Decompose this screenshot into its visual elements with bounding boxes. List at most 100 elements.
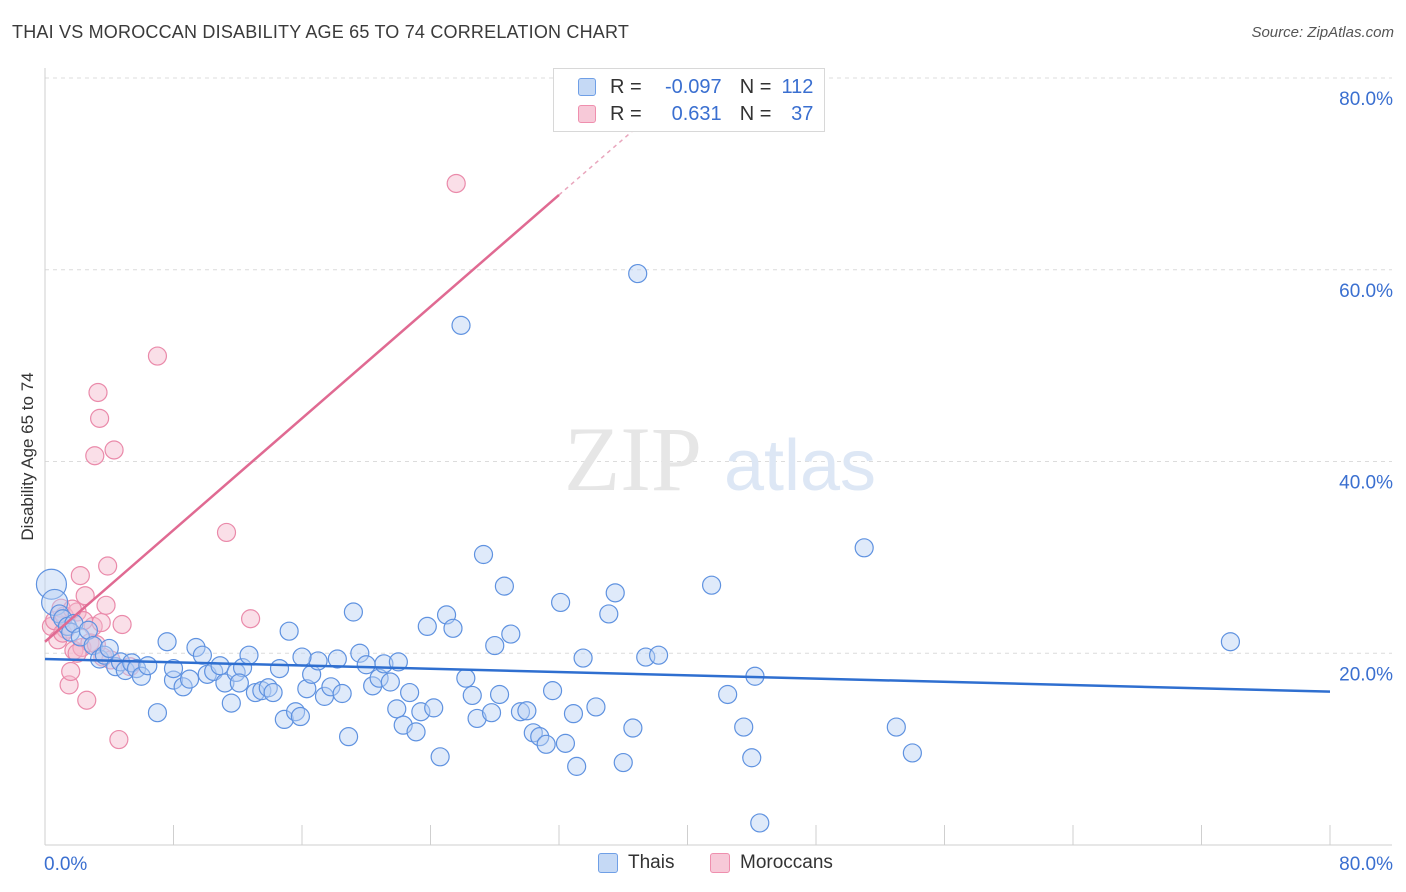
thais-point xyxy=(388,652,408,672)
bottom-legend-label-thais: Thais xyxy=(628,852,675,873)
thais-point xyxy=(221,693,241,713)
legend-r-label: R = xyxy=(610,102,642,125)
thais-point xyxy=(648,645,669,665)
source-note: Source: ZipAtlas.com xyxy=(1251,24,1394,41)
watermark-zip: ZIP xyxy=(564,408,702,510)
moroccan-point xyxy=(241,609,261,629)
thais-point xyxy=(279,621,299,641)
thais-point xyxy=(131,666,151,686)
legend-swatch-thais xyxy=(578,78,596,96)
thais-point xyxy=(462,685,482,706)
thais-point xyxy=(192,645,213,665)
thais-point xyxy=(369,668,389,688)
thais-point xyxy=(269,658,290,679)
y-tick-label: 60.0% xyxy=(1339,281,1393,302)
thais-point xyxy=(456,668,476,688)
correlation-legend: R = -0.097 N = 112 R = 0.631 N = 37 xyxy=(553,68,825,132)
thais-point xyxy=(179,669,200,689)
moroccan-point xyxy=(104,440,124,460)
legend-n-label: N = xyxy=(739,75,772,98)
thais-point xyxy=(350,643,370,663)
watermark-atlas: atlas xyxy=(724,426,876,506)
moroccan-point xyxy=(98,556,118,576)
y-tick-label: 80.0% xyxy=(1339,89,1393,110)
legend-n-value-moroccans: 37 xyxy=(791,102,814,125)
thais-point xyxy=(718,684,738,705)
thais-point xyxy=(854,538,874,558)
moroccan-point xyxy=(112,614,132,635)
thais-point xyxy=(157,632,177,652)
legend-row-moroccans: R = 0.631 N = 37 xyxy=(578,101,813,127)
x-tick-label: 80.0% xyxy=(1339,854,1393,875)
bottom-legend-label-moroccans: Moroccans xyxy=(740,852,833,873)
moroccan-point xyxy=(70,565,90,586)
thais-point xyxy=(387,699,407,719)
legend-r-value-moroccans: 0.631 xyxy=(671,102,722,125)
x-tick-label: 0.0% xyxy=(44,854,87,875)
thais-point xyxy=(210,656,230,676)
thais-point xyxy=(163,658,184,679)
thais-point xyxy=(494,576,514,596)
thais-point xyxy=(400,682,420,703)
legend-row-thais: R = -0.097 N = 112 xyxy=(578,74,813,100)
thais-point xyxy=(481,703,502,723)
moroccan-point xyxy=(77,690,97,710)
thais-point xyxy=(536,734,556,754)
chart-title: THAI VS MOROCCAN DISABILITY AGE 65 TO 74… xyxy=(12,22,630,42)
thais-point xyxy=(551,592,571,613)
thais-point xyxy=(613,752,633,773)
bottom-legend-thais: Thais xyxy=(598,852,674,874)
moroccan-point xyxy=(75,586,95,606)
moroccan-point xyxy=(446,173,466,194)
thais-point xyxy=(517,701,537,721)
thais-point xyxy=(563,704,584,724)
thais-point xyxy=(343,602,363,622)
thais-point xyxy=(263,682,283,703)
thais-point xyxy=(163,670,184,690)
moroccan-point xyxy=(88,382,108,403)
thais-point xyxy=(573,648,593,668)
thais-point xyxy=(750,813,770,833)
moroccan-point xyxy=(67,643,87,663)
thais-point xyxy=(473,544,494,565)
bottom-legend-moroccans: Moroccans xyxy=(710,852,833,874)
thais-point xyxy=(290,706,310,727)
thais-point xyxy=(99,638,119,659)
thais-point xyxy=(411,702,431,722)
thais-point xyxy=(274,709,294,730)
thais-point xyxy=(1220,632,1241,652)
thais-point xyxy=(35,568,68,600)
thais-point xyxy=(430,747,450,767)
moroccan-point xyxy=(109,729,129,750)
y-tick-labels: 20.0% 40.0% 60.0% 80.0% xyxy=(1339,89,1393,685)
thais-point xyxy=(327,649,347,669)
bottom-swatch-thais xyxy=(598,853,618,873)
thais-point xyxy=(510,702,531,722)
thais-point xyxy=(599,604,619,624)
thais-point xyxy=(489,684,510,705)
thais-point xyxy=(542,681,563,701)
y-tick-label: 20.0% xyxy=(1339,664,1393,685)
thais-point xyxy=(424,698,444,718)
thais-point xyxy=(701,575,722,595)
legend-swatch-moroccans xyxy=(578,105,596,123)
series-thais xyxy=(35,263,1241,833)
thais-point xyxy=(332,683,352,704)
thais-point xyxy=(321,677,341,697)
trend-line-moroccans xyxy=(44,194,560,643)
thais-point xyxy=(467,708,487,729)
y-axis-label: Disability Age 65 to 74 xyxy=(18,372,37,540)
thais-point xyxy=(605,583,625,603)
thais-point xyxy=(886,717,906,737)
legend-n-label: N = xyxy=(739,102,772,125)
thais-point xyxy=(138,656,158,676)
trend-line-thais xyxy=(44,657,1331,693)
thais-point xyxy=(239,645,259,665)
thais-point xyxy=(417,616,437,637)
thais-point xyxy=(530,727,550,747)
thais-point xyxy=(555,733,576,753)
grid-lines xyxy=(45,77,1392,654)
thais-point xyxy=(380,672,400,692)
bottom-swatch-moroccans xyxy=(710,853,730,873)
